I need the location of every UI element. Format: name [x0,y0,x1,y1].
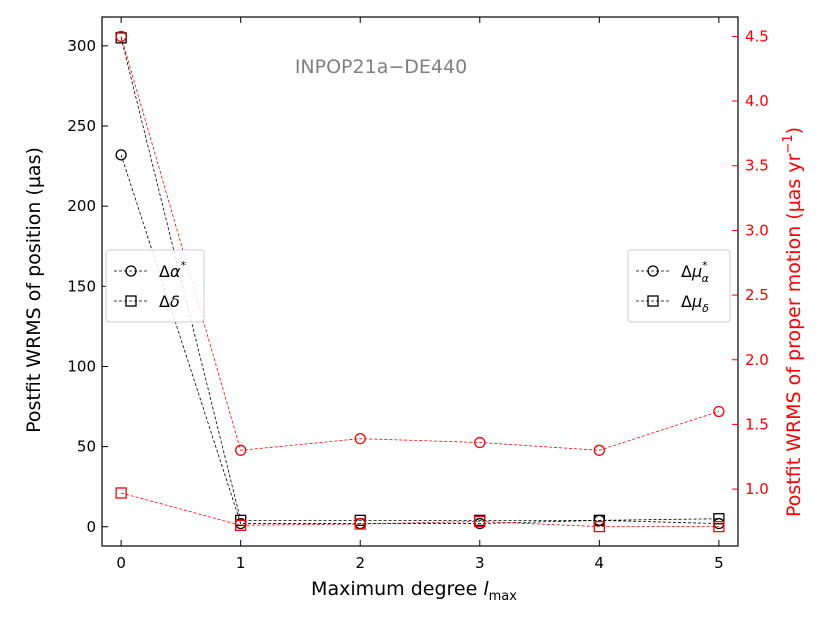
data-point [474,436,486,449]
legend-frame [105,249,205,323]
legend-marker [125,295,137,307]
axes: 0 1 2 3 4 50501001502002503001.01.52.02.53.03… [67,16,769,572]
x-tick-label: 4 [595,554,605,572]
x-tick-label: 5 [714,554,724,572]
data-point [354,518,366,530]
legend-label: Δμδ [681,292,709,315]
data-point [354,432,366,445]
legend-label: Δα* [159,259,187,281]
y-left-tick-label: 300 [67,37,96,55]
plot-frame [101,16,739,547]
y-axis-right-label-sup: −1 [781,134,796,153]
legend-label-symbol: δ [170,292,180,311]
y-axis-right-label: Postfit WRMS of proper motion (µas yr−1) [781,127,805,517]
plot-area [115,30,725,533]
x-tick-label: 3 [475,554,485,572]
series-line [120,154,719,524]
legend-label-base: Δ [159,262,170,281]
legend-label-sub: α [702,272,710,285]
data-point [115,30,127,43]
data-point [593,520,605,533]
y-left-tick-label: 150 [67,277,96,295]
data-point [115,149,127,161]
y-right-tick-label: 4.5 [745,27,769,45]
x-tick-label: 2 [355,554,365,572]
x-axis-label-italic: l [483,578,489,600]
data-point [474,515,486,528]
data-point [235,519,247,531]
y-left-tick-label: 50 [77,438,96,456]
legend-label-symbol: μ [691,292,702,311]
y-left-tick-label: 100 [67,357,96,375]
data-point [235,444,247,456]
legend-label: Δδ [159,292,180,311]
data-point [115,487,127,499]
y-axis-right-label-main: Postfit WRMS of proper motion (µas yr [783,153,805,517]
data-point [593,444,605,456]
y-right-tick-label: 3.0 [745,221,769,239]
legend-label-sup: * [181,259,187,272]
series-line [120,37,719,521]
legend-frame [627,249,731,323]
y-left-tick-label: 250 [67,117,96,135]
legend-marker [647,265,659,277]
data-point [713,405,725,418]
y-axis-right-label-close: ) [783,127,805,134]
y-right-tick-label: 2.0 [745,351,769,369]
y-right-tick-label: 1.5 [745,415,769,433]
x-tick-label: 1 [236,554,246,572]
legend-marker [647,295,659,307]
legend-label-base: Δ [159,292,170,311]
legend-label-base: Δ [681,262,692,281]
x-axis-label: Maximum degree lmax [311,578,517,604]
legend-marker [125,265,137,277]
chart-annotation: INPOP21a−DE440 [295,56,467,78]
series-line [121,492,719,527]
y-right-tick-label: 1.0 [745,480,769,498]
y-right-tick-label: 3.5 [745,157,769,175]
legend-left: Δα*Δδ [105,249,205,323]
y-left-tick-label: 200 [67,197,96,215]
legend-label-base: Δ [681,292,692,311]
legend-label-symbol: α [170,262,181,281]
legend-label-sup: * [702,259,708,272]
data-point [593,514,605,527]
x-axis-label-main: Maximum degree [311,578,483,600]
y-right-tick-label: 4.0 [745,92,769,110]
y-left-tick-label: 0 [86,518,96,536]
data-point [713,520,725,533]
x-tick-label: 0 [116,554,126,572]
y-axis-left-label: Postfit WRMS of position (µas) [23,147,45,433]
legend-label: Δμ* α [681,259,710,285]
y-right-tick-label: 2.5 [745,286,769,304]
legend-label-sub: δ [702,302,709,315]
series-line [120,36,719,451]
legend-label-symbol: μ [691,262,702,281]
x-axis-label-sub: max [489,589,518,604]
data-point [713,513,725,525]
